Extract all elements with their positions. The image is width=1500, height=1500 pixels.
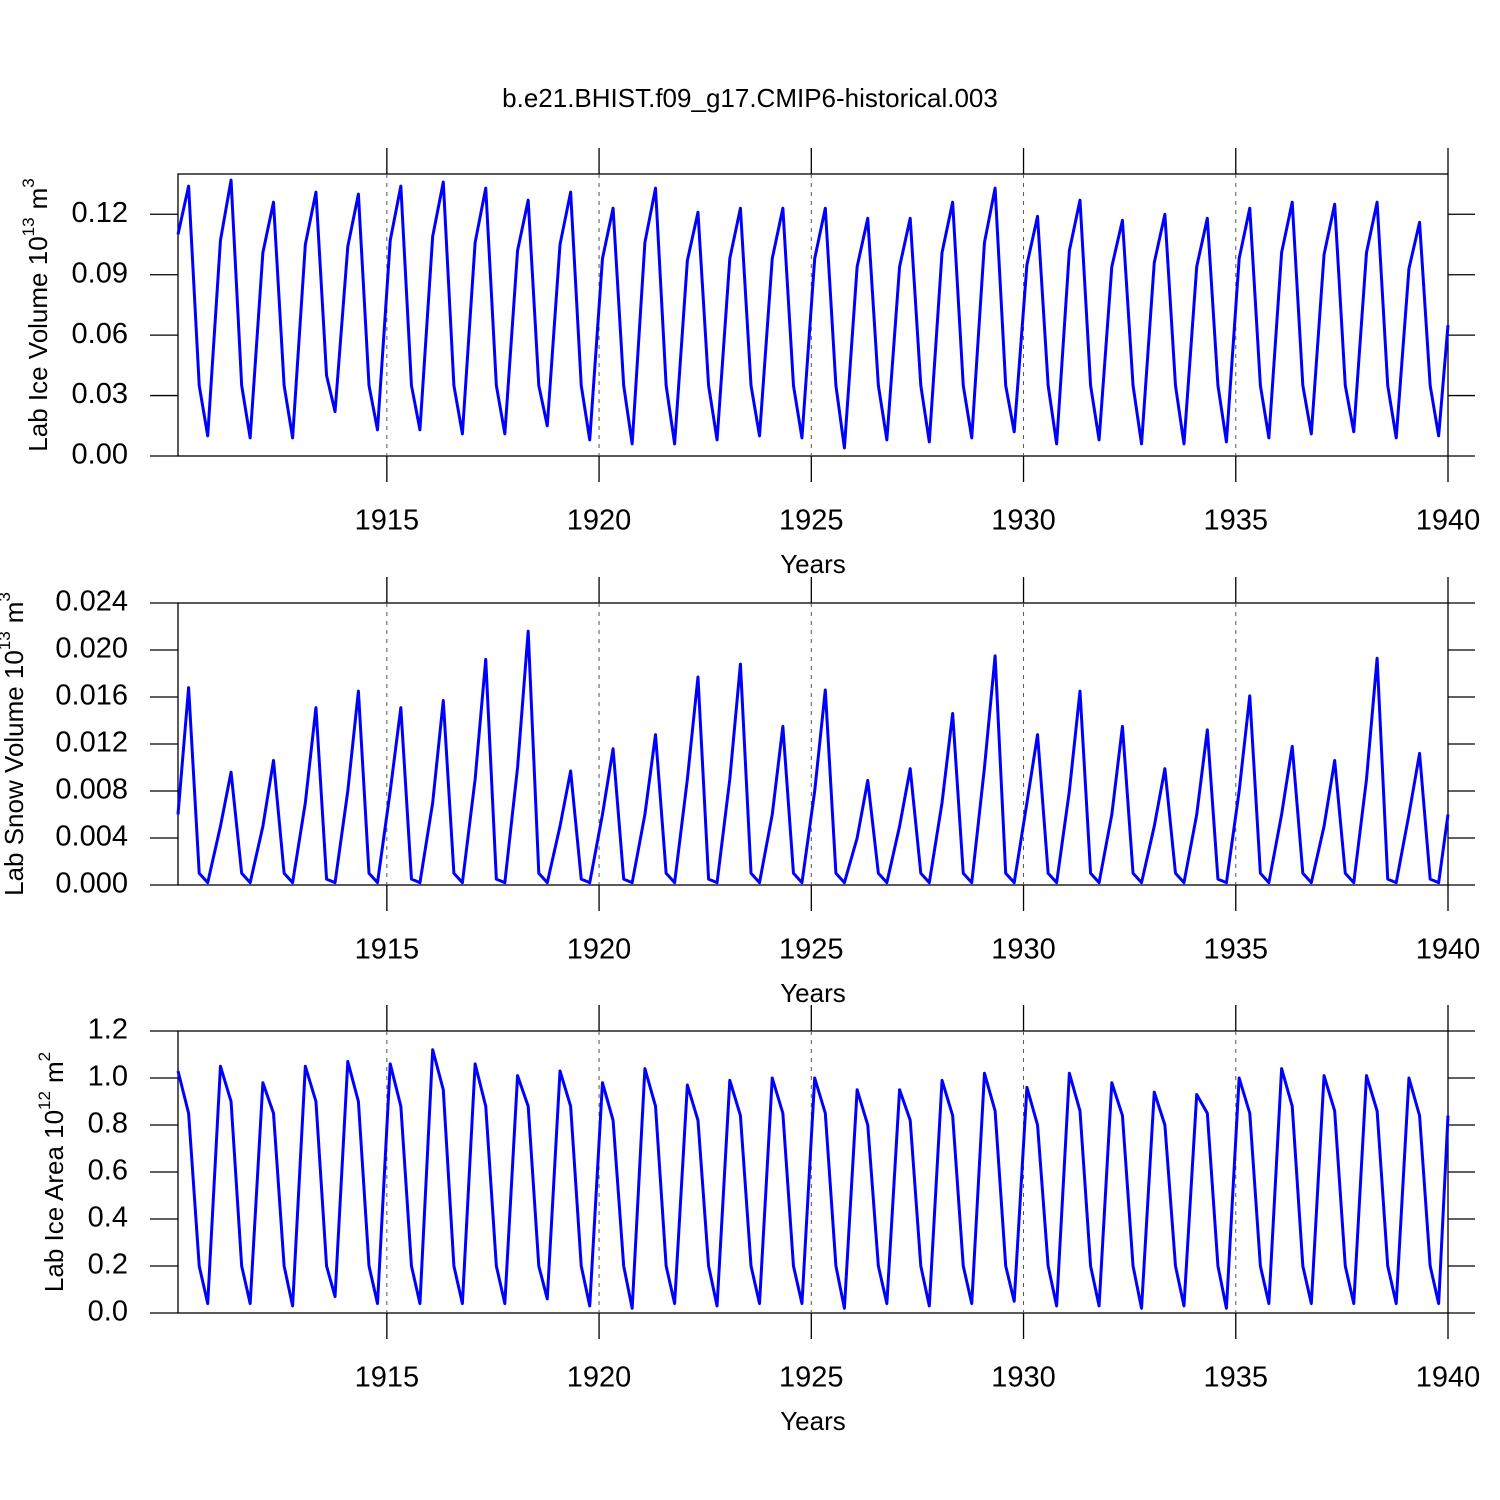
y-tick-label: 0.012 (55, 727, 128, 759)
y-axis-title-unit-exponent: 3 (19, 178, 38, 187)
y-axis-title-unit-exponent: 2 (35, 1052, 54, 1061)
y-axis-title-text: Lab Ice Area 10 (39, 1110, 69, 1292)
x-tick-label: 1920 (567, 505, 632, 537)
x-tick-label: 1935 (1204, 1362, 1269, 1394)
y-tick-label: 0.024 (55, 586, 128, 618)
x-tick-label: 1925 (779, 934, 844, 966)
panel: 0.0 0.2 0.4 0.6 0.8 1.0 1.2 1915 1920 1925 1930 193… (35, 1005, 1480, 1436)
y-tick-label: 0.09 (72, 257, 128, 289)
y-tick-label: 0.0 (88, 1296, 128, 1328)
y-axis-title-exponent: 13 (19, 217, 38, 236)
x-tick-label: 1920 (567, 934, 632, 966)
x-tick-label: 1920 (567, 1362, 632, 1394)
y-axis-title-unit: m (39, 1061, 69, 1083)
x-axis-title: Years (780, 978, 846, 1008)
y-tick-label: 0.06 (72, 318, 128, 350)
x-tick-label: 1915 (355, 1362, 420, 1394)
y-axis-title-exponent: 12 (35, 1091, 54, 1110)
x-tick-label: 1940 (1416, 934, 1481, 966)
x-tick-label: 1925 (779, 505, 844, 537)
y-tick-label: 0.00 (72, 439, 128, 471)
x-tick-label: 1930 (991, 505, 1056, 537)
y-tick-label: 0.4 (88, 1202, 128, 1234)
y-axis-title: Lab Ice Volume 1013 m3 (19, 178, 52, 451)
x-tick-label: 1930 (991, 934, 1056, 966)
y-tick-label: 0.2 (88, 1249, 128, 1281)
x-tick-label: 1915 (355, 934, 420, 966)
y-axis-title-text: Lab Snow Volume 10 (0, 650, 29, 896)
y-axis-title-unit: m (0, 602, 29, 624)
data-line (176, 1048, 1450, 1310)
x-tick-label: 1925 (779, 1362, 844, 1394)
y-tick-label: 0.12 (72, 197, 128, 229)
x-tick-label: 1940 (1416, 1362, 1481, 1394)
y-axis-title-text: Lab Ice Volume 10 (23, 236, 53, 451)
y-tick-label: 0.008 (55, 774, 128, 806)
y-tick-label: 0.020 (55, 633, 128, 665)
x-tick-label: 1930 (991, 1362, 1056, 1394)
data-line (176, 629, 1450, 885)
y-tick-label: 0.6 (88, 1155, 128, 1187)
x-tick-label: 1915 (355, 505, 420, 537)
x-axis-title: Years (780, 549, 846, 579)
plot-frame (177, 1030, 1449, 1314)
x-tick-label: 1935 (1204, 934, 1269, 966)
x-axis-title: Years (780, 1406, 846, 1436)
y-tick-label: 0.016 (55, 680, 128, 712)
plot-frame (177, 173, 1449, 457)
data-line (176, 178, 1450, 450)
panel: 0.00 0.03 0.06 0.09 0.12 1915 1920 1925 1930 1935… (19, 148, 1480, 579)
y-axis-title: Lab Snow Volume 1013 m3 (0, 592, 29, 896)
y-axis-title-unit-exponent: 3 (0, 592, 14, 601)
panel: 0.000 0.004 0.008 0.012 0.016 0.020 0.024 1915 1… (0, 577, 1480, 1008)
y-tick-label: 0.000 (55, 868, 128, 900)
chart-title: b.e21.BHIST.f09_g17.CMIP6-historical.003 (502, 83, 998, 113)
x-tick-label: 1935 (1204, 505, 1269, 537)
y-tick-label: 0.004 (55, 821, 128, 853)
y-axis-title-exponent: 13 (0, 631, 14, 650)
y-tick-label: 0.8 (88, 1108, 128, 1140)
y-axis-title-unit: m (23, 188, 53, 210)
y-tick-label: 1.0 (88, 1061, 128, 1093)
y-axis-title: Lab Ice Area 1012 m2 (35, 1052, 68, 1292)
x-tick-label: 1940 (1416, 505, 1481, 537)
y-tick-label: 1.2 (88, 1014, 128, 1046)
y-tick-label: 0.03 (72, 378, 128, 410)
